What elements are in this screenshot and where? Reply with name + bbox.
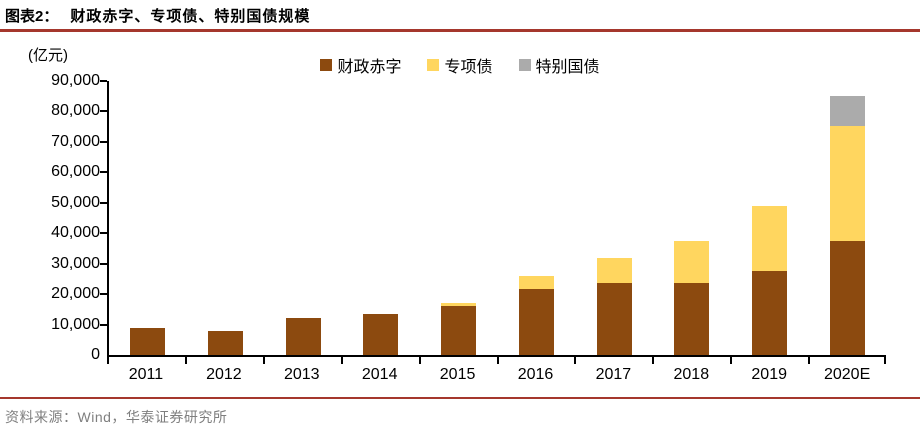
- x-axis-tick: [262, 357, 265, 364]
- header-divider-rule: [0, 29, 920, 32]
- stacked-bar-2019: [751, 205, 787, 355]
- bar-segment: [518, 276, 554, 289]
- y-axis-tick-label: 70,000: [51, 132, 100, 150]
- stacked-bar-2011: [130, 327, 166, 355]
- y-axis-tick: [100, 80, 107, 82]
- x-axis-tick: [184, 357, 187, 364]
- stacked-bar-2012: [208, 330, 244, 355]
- bar-segment: [441, 305, 477, 355]
- y-axis-tick: [100, 262, 107, 265]
- bar-segment: [751, 205, 787, 271]
- bar-column-2013: [264, 81, 342, 355]
- bar-segment: [518, 288, 554, 355]
- x-axis-tick: [340, 357, 343, 364]
- source-note: 资料来源：Wind，华泰证券研究所: [5, 409, 228, 425]
- x-axis-tick: [107, 357, 109, 364]
- x-axis-label: 2012: [206, 366, 242, 383]
- figure-title: 财政赤字、专项债、特别国债规模: [70, 8, 311, 25]
- chart-legend: 财政赤字 专项债 特别国债: [0, 53, 920, 77]
- y-axis-tick: [100, 140, 107, 143]
- legend-label: 财政赤字: [337, 59, 402, 76]
- legend-label: 专项债: [444, 59, 493, 76]
- stacked-bar-2017: [596, 258, 632, 355]
- figure-number-label: 图表2：: [5, 8, 59, 25]
- y-axis-tick-label: 10,000: [51, 315, 100, 333]
- x-axis-label: 2013: [283, 366, 320, 383]
- bar-column-2011: [109, 81, 187, 355]
- plot-area: [107, 81, 886, 357]
- stacked-bar-2016: [518, 276, 554, 355]
- bar-segment: [674, 241, 710, 283]
- bar-column-2012: [187, 81, 265, 355]
- bar-segment: [674, 282, 710, 355]
- x-axis-label: 2019: [751, 366, 787, 383]
- bar-segment: [285, 318, 321, 355]
- legend-item: 财政赤字: [320, 53, 401, 77]
- bar-segment: [596, 282, 632, 355]
- x-axis-labels: 2011 2012 2013 2014 2015 2016 2017 2018 2019 2020…: [107, 366, 886, 384]
- x-axis-tick: [496, 357, 499, 364]
- y-axis-unit-label: (亿元): [28, 47, 68, 64]
- figure-header: 图表2： 财政赤字、专项债、特别国债规模: [0, 0, 920, 29]
- bar-segment: [829, 126, 865, 241]
- legend-swatch-icon: [320, 59, 333, 71]
- x-axis-label: 2011: [128, 366, 164, 383]
- bar-segment: [829, 240, 865, 355]
- bar-segment: [208, 330, 244, 355]
- stacked-bar-2013: [285, 318, 321, 355]
- y-axis-tick-label: 60,000: [51, 163, 100, 181]
- legend-swatch-icon: [518, 59, 531, 71]
- y-axis-tick: [100, 323, 107, 326]
- x-axis-label: 2015: [439, 366, 476, 383]
- y-axis-tick-label: 0: [91, 346, 100, 363]
- bar-column-2019: [731, 81, 809, 355]
- x-axis-tick: [808, 357, 811, 364]
- bar-segment: [130, 327, 166, 355]
- bar-segment: [596, 258, 632, 283]
- bar-column-2017: [575, 81, 653, 355]
- bar-column-2014: [342, 81, 420, 355]
- bar-column-2018: [653, 81, 731, 355]
- legend-item: 特别国债: [518, 53, 600, 77]
- x-axis-label: 2014: [361, 366, 398, 383]
- x-axis-label: 2020E: [823, 366, 871, 383]
- footer-divider-rule: [0, 397, 920, 399]
- x-axis-tick: [884, 357, 886, 364]
- bar-column-2020E: [808, 81, 886, 355]
- bar-segment: [441, 302, 477, 306]
- y-axis-tick: [100, 232, 107, 235]
- y-axis-tick-label: 50,000: [51, 193, 100, 211]
- y-axis-tick: [100, 201, 107, 204]
- legend-swatch-icon: [427, 59, 440, 71]
- stacked-bar-2018: [674, 241, 710, 355]
- legend-label: 特别国债: [535, 59, 600, 76]
- x-axis-label: 2016: [517, 366, 554, 383]
- y-axis-tick-label: 40,000: [51, 224, 100, 242]
- x-axis-tick: [652, 357, 655, 364]
- y-axis-tick: [100, 171, 107, 174]
- x-axis-tick: [730, 357, 733, 364]
- y-axis-tick-label: 80,000: [51, 102, 100, 120]
- stacked-bar-2020E: [829, 95, 865, 355]
- x-axis-label: 2017: [595, 366, 632, 383]
- bar-column-2015: [420, 81, 498, 355]
- bar-segment: [829, 95, 865, 127]
- legend-item: 专项债: [427, 53, 493, 77]
- y-axis-tick: [100, 293, 107, 296]
- y-axis-tick-label: 30,000: [51, 254, 100, 272]
- y-axis-tick-label: 90,000: [51, 72, 100, 89]
- bar-segment: [751, 270, 787, 355]
- x-axis-label: 2018: [673, 366, 710, 383]
- bar-segment: [363, 313, 399, 355]
- bar-column-2016: [498, 81, 576, 355]
- stacked-bar-2014: [363, 313, 399, 355]
- y-axis-tick-label: 20,000: [51, 285, 100, 303]
- stacked-bar-2015: [441, 302, 477, 355]
- x-axis-tick: [418, 357, 421, 364]
- x-axis-tick: [574, 357, 577, 364]
- y-axis-tick: [100, 110, 107, 113]
